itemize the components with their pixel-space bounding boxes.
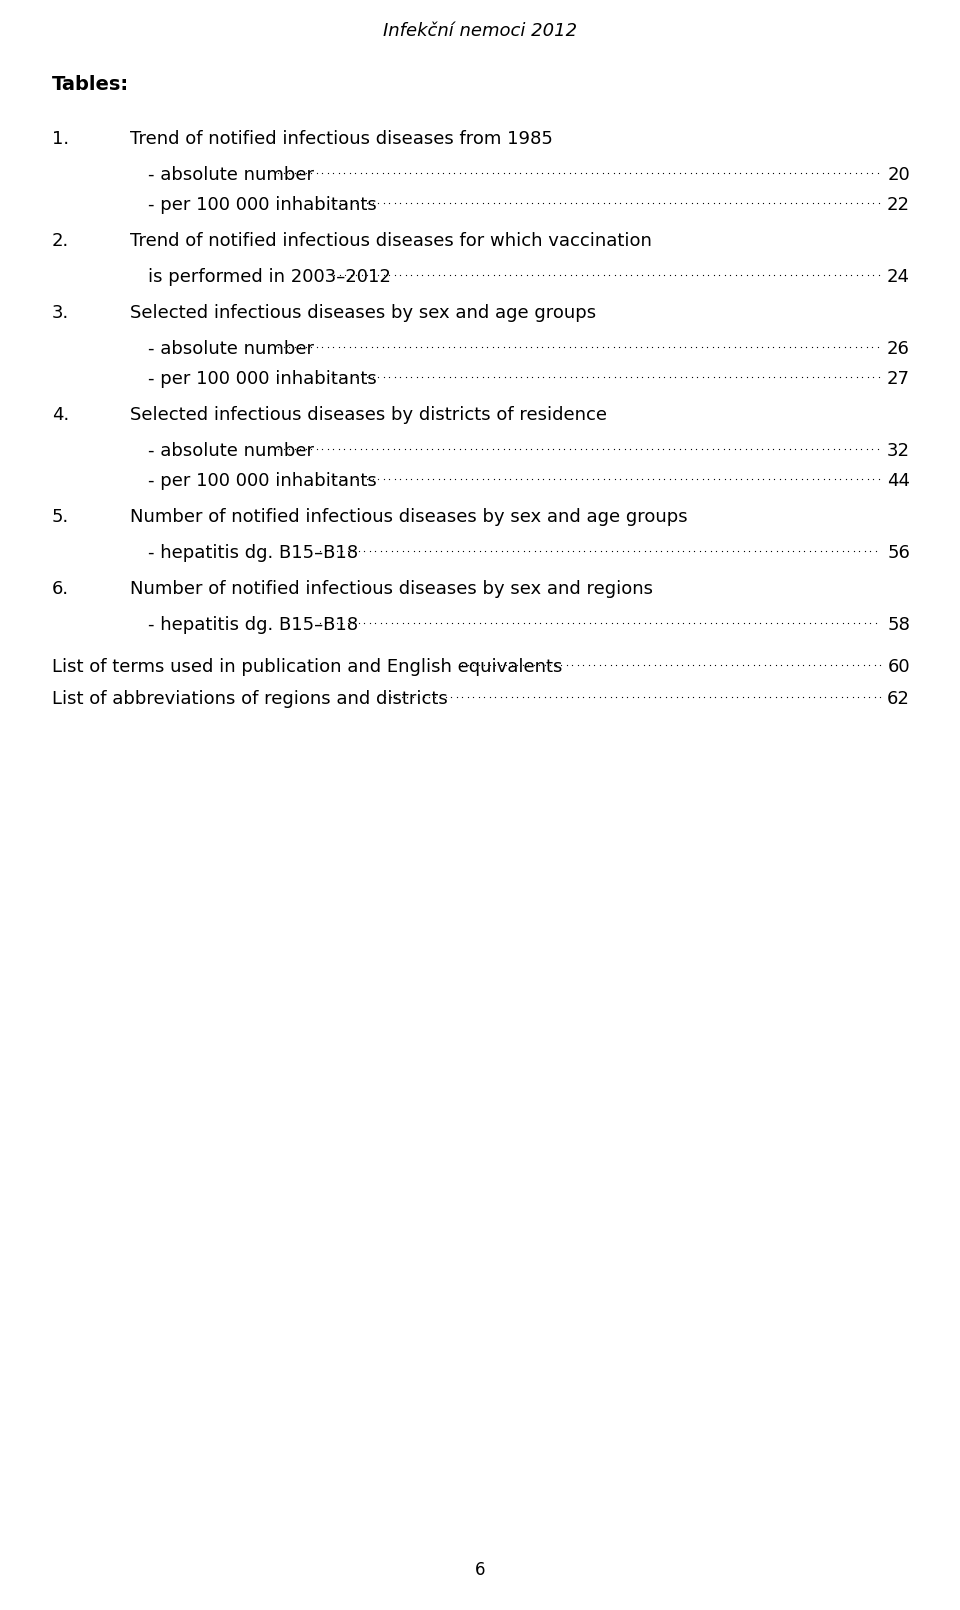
Text: - absolute number: - absolute number — [148, 340, 314, 357]
Text: - per 100 000 inhabitants: - per 100 000 inhabitants — [148, 196, 376, 214]
Text: 6: 6 — [475, 1562, 485, 1579]
Text: 4.: 4. — [52, 406, 69, 423]
Text: 2.: 2. — [52, 232, 69, 250]
Text: Number of notified infectious diseases by sex and age groups: Number of notified infectious diseases b… — [130, 509, 687, 526]
Text: 56: 56 — [887, 544, 910, 562]
Text: 60: 60 — [887, 658, 910, 676]
Text: Trend of notified infectious diseases for which vaccination: Trend of notified infectious diseases fo… — [130, 232, 652, 250]
Text: Selected infectious diseases by sex and age groups: Selected infectious diseases by sex and … — [130, 304, 596, 322]
Text: - per 100 000 inhabitants: - per 100 000 inhabitants — [148, 370, 376, 388]
Text: 24: 24 — [887, 267, 910, 287]
Text: List of terms used in publication and English equivalents: List of terms used in publication and En… — [52, 658, 563, 676]
Text: 6.: 6. — [52, 580, 69, 597]
Text: 5.: 5. — [52, 509, 69, 526]
Text: - absolute number: - absolute number — [148, 166, 314, 184]
Text: Selected infectious diseases by districts of residence: Selected infectious diseases by district… — [130, 406, 607, 423]
Text: 1.: 1. — [52, 130, 69, 148]
Text: 27: 27 — [887, 370, 910, 388]
Text: Trend of notified infectious diseases from 1985: Trend of notified infectious diseases fr… — [130, 130, 553, 148]
Text: Tables:: Tables: — [52, 76, 130, 93]
Text: 26: 26 — [887, 340, 910, 357]
Text: Infekční nemoci 2012: Infekční nemoci 2012 — [383, 23, 577, 40]
Text: 32: 32 — [887, 443, 910, 460]
Text: 62: 62 — [887, 691, 910, 708]
Text: 58: 58 — [887, 617, 910, 634]
Text: - hepatitis dg. B15–B18: - hepatitis dg. B15–B18 — [148, 617, 358, 634]
Text: Number of notified infectious diseases by sex and regions: Number of notified infectious diseases b… — [130, 580, 653, 597]
Text: is performed in 2003–2012: is performed in 2003–2012 — [148, 267, 391, 287]
Text: 3.: 3. — [52, 304, 69, 322]
Text: List of abbreviations of regions and districts: List of abbreviations of regions and dis… — [52, 691, 447, 708]
Text: 20: 20 — [887, 166, 910, 184]
Text: - hepatitis dg. B15–B18: - hepatitis dg. B15–B18 — [148, 544, 358, 562]
Text: - absolute number: - absolute number — [148, 443, 314, 460]
Text: - per 100 000 inhabitants: - per 100 000 inhabitants — [148, 472, 376, 489]
Text: 44: 44 — [887, 472, 910, 489]
Text: 22: 22 — [887, 196, 910, 214]
